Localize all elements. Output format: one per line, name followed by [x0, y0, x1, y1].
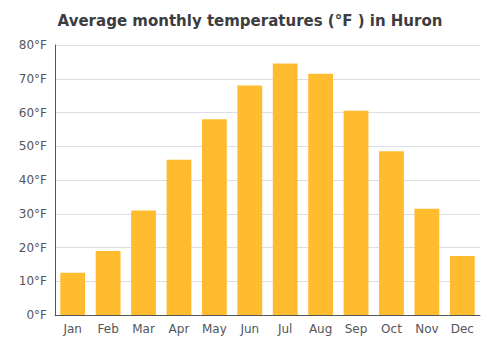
- svg-text:Jul: Jul: [277, 322, 292, 336]
- svg-text:Dec: Dec: [451, 322, 474, 336]
- svg-text:60°F: 60°F: [19, 106, 47, 120]
- svg-text:Oct: Oct: [381, 322, 402, 336]
- svg-text:Jun: Jun: [239, 322, 259, 336]
- svg-text:Feb: Feb: [98, 322, 119, 336]
- svg-text:Jan: Jan: [62, 322, 82, 336]
- svg-text:10°F: 10°F: [19, 274, 47, 288]
- svg-text:Apr: Apr: [169, 322, 190, 336]
- svg-text:Sep: Sep: [345, 322, 368, 336]
- svg-text:Nov: Nov: [415, 322, 438, 336]
- svg-text:May: May: [202, 322, 227, 336]
- svg-text:20°F: 20°F: [19, 241, 47, 255]
- svg-text:50°F: 50°F: [19, 139, 47, 153]
- svg-text:30°F: 30°F: [19, 207, 47, 221]
- svg-text:0°F: 0°F: [26, 308, 47, 322]
- svg-text:Mar: Mar: [132, 322, 155, 336]
- svg-text:80°F: 80°F: [19, 38, 47, 52]
- svg-text:Aug: Aug: [309, 322, 332, 336]
- svg-text:Average monthly temperatures (: Average monthly temperatures (°F ) in Hu…: [58, 12, 443, 30]
- svg-text:40°F: 40°F: [19, 173, 47, 187]
- svg-text:70°F: 70°F: [19, 72, 47, 86]
